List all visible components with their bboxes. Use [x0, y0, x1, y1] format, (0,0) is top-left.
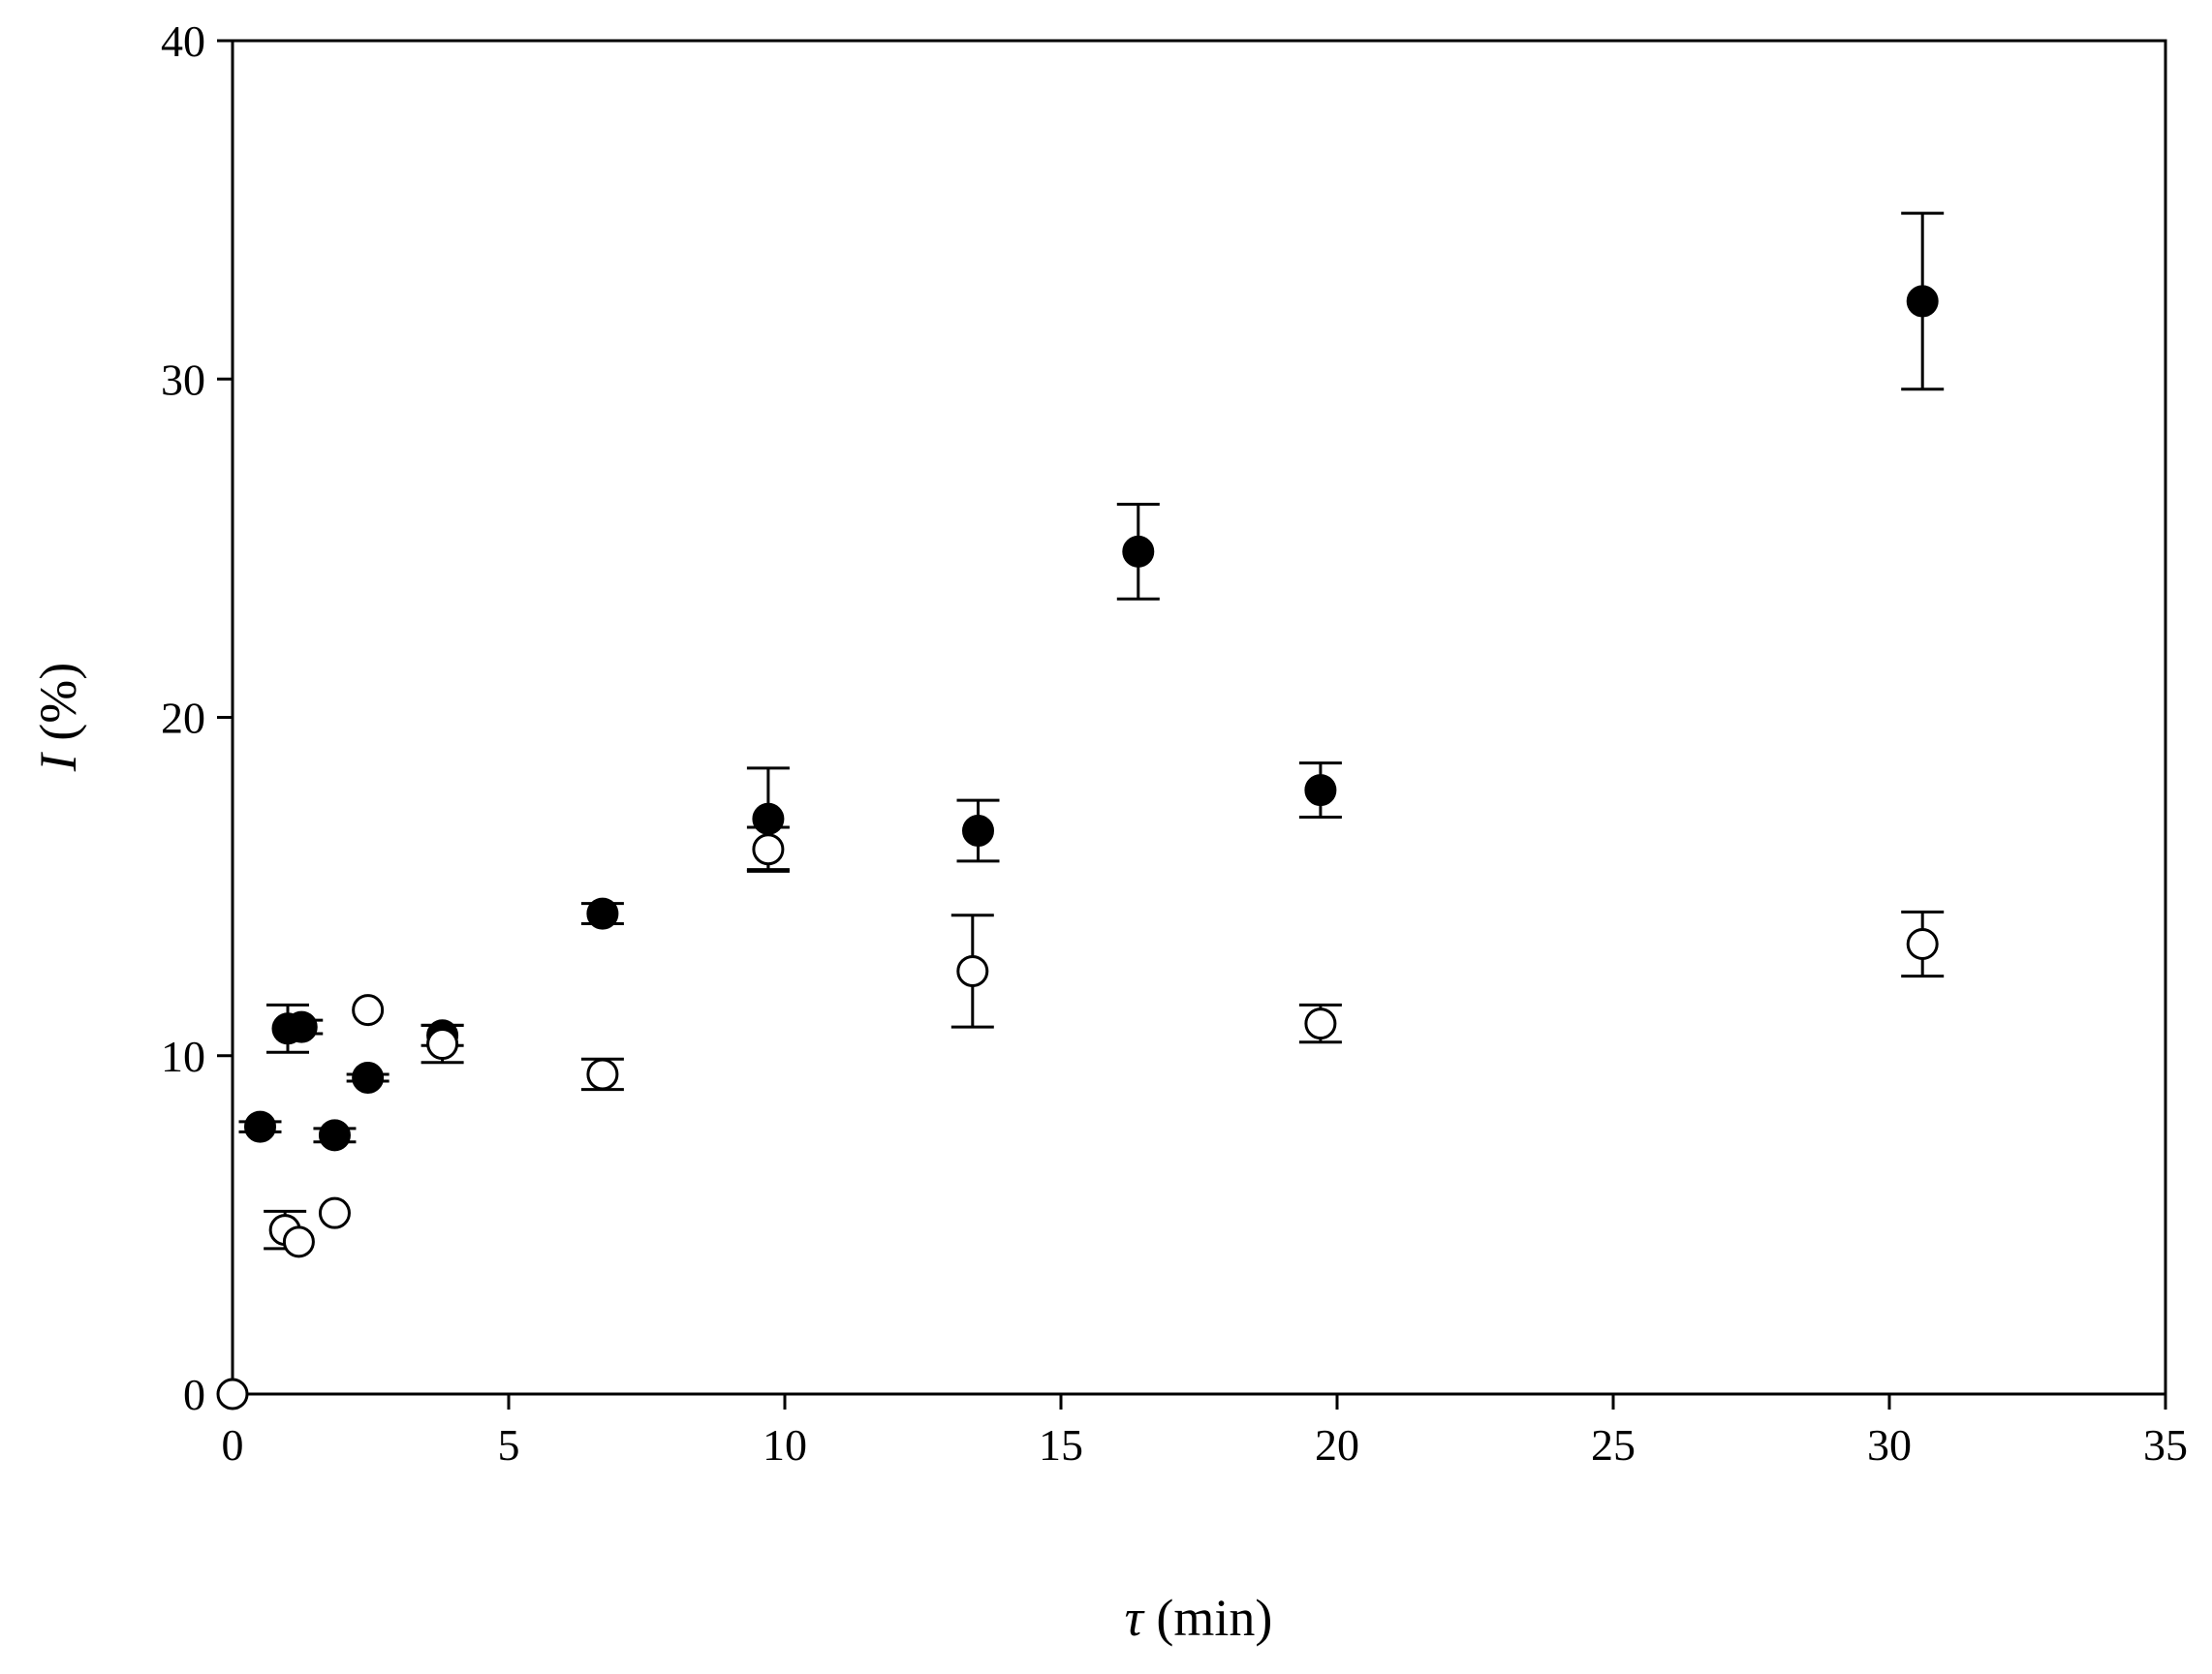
- y-axis-title: I (%): [29, 663, 87, 772]
- open-data-point: [352, 994, 385, 1027]
- filled-data-point: [1122, 535, 1155, 568]
- filled-data-point: [962, 814, 994, 847]
- y-tick-label: 0: [183, 1370, 205, 1419]
- y-tick-label: 10: [161, 1032, 205, 1081]
- open-data-point: [1906, 927, 1939, 960]
- x-axis: 0 5 10 15 20 25 30 35: [222, 1394, 2188, 1470]
- open-data-point: [216, 1378, 249, 1410]
- open-data-point: [586, 1058, 619, 1091]
- x-tick-label: 35: [2143, 1420, 2188, 1470]
- data-points: [216, 211, 1945, 1410]
- x-tick-label: 20: [1315, 1420, 1359, 1470]
- filled-data-point: [1906, 285, 1939, 318]
- open-data-point: [752, 833, 785, 866]
- y-tick-label: 30: [161, 355, 205, 404]
- x-tick-label: 5: [498, 1420, 520, 1470]
- open-data-point: [956, 954, 989, 987]
- x-tick-label: 15: [1039, 1420, 1083, 1470]
- open-data-point: [1304, 1008, 1337, 1040]
- open-data-point: [426, 1028, 459, 1061]
- x-tick-label: 10: [763, 1420, 807, 1470]
- open-data-point: [282, 1225, 315, 1258]
- x-tick-label: 0: [222, 1420, 244, 1470]
- y-tick-label: 40: [161, 16, 205, 66]
- x-tick-label: 25: [1591, 1420, 1636, 1470]
- filled-data-point: [318, 1119, 351, 1152]
- open-data-point: [318, 1196, 351, 1229]
- x-tick-label: 30: [1867, 1420, 1912, 1470]
- plot-area-frame: [231, 39, 2167, 1396]
- filled-data-point: [244, 1110, 276, 1143]
- y-tick-label: 20: [161, 694, 205, 743]
- filled-data-point: [285, 1010, 318, 1043]
- y-axis: 0 10 20 30 40: [161, 16, 233, 1419]
- filled-data-point: [586, 897, 619, 930]
- x-axis-title: τ (min): [1125, 1589, 1273, 1647]
- filled-data-point: [1304, 774, 1337, 807]
- filled-data-point: [352, 1061, 385, 1094]
